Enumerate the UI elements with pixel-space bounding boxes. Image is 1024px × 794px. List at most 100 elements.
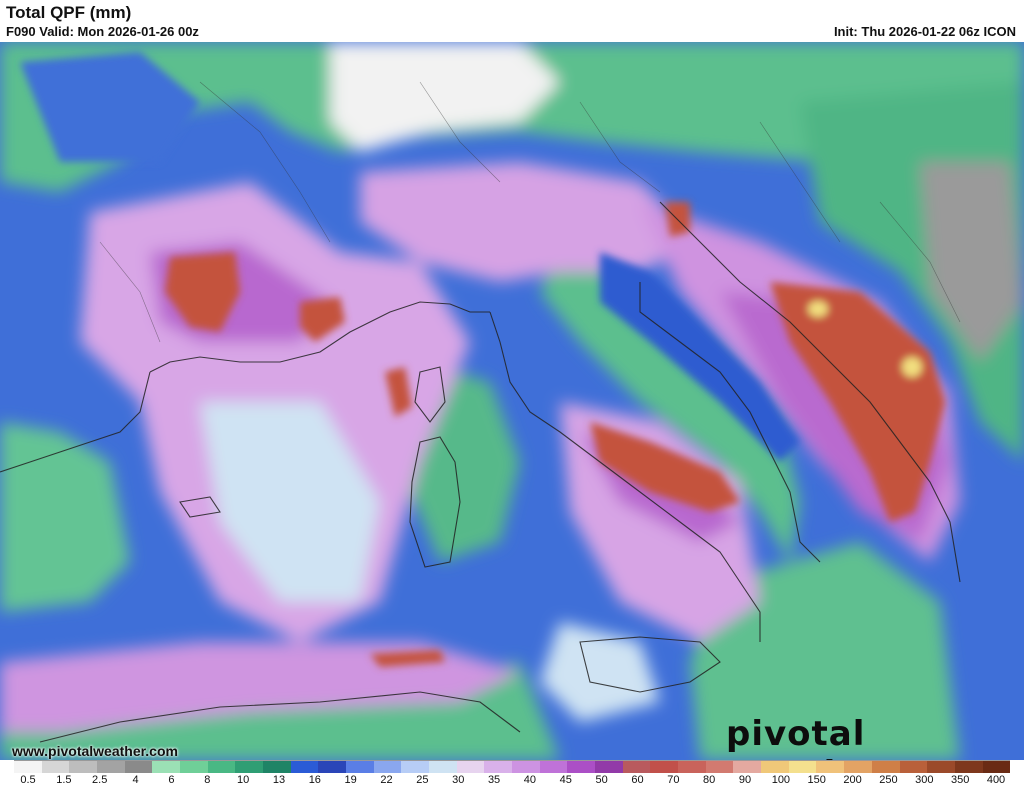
- colorbar-label: 25: [416, 774, 429, 786]
- colorbar-label: 2.5: [92, 774, 108, 786]
- colorbar-swatch: [761, 761, 789, 773]
- sicily-lightblue: [540, 622, 660, 722]
- colorbar-label: 4: [132, 774, 139, 786]
- colorbar-label: 70: [667, 774, 680, 786]
- colorbar-label: 40: [523, 774, 537, 786]
- colorbar-swatch: [152, 761, 181, 773]
- balearic-lightblue: [200, 402, 380, 602]
- colorbar-swatch: [41, 761, 70, 773]
- north-sea-blue: [20, 52, 200, 162]
- colorbar-swatch: [484, 761, 513, 773]
- colorbar-swatch: [927, 761, 955, 773]
- colorbar-swatches: [14, 760, 1011, 773]
- colorbar-label: 1.5: [56, 774, 72, 786]
- colorbar-swatch: [235, 761, 264, 773]
- colorbar-label: 45: [559, 774, 572, 786]
- coastline-balkans: [659, 201, 961, 583]
- colorbar-swatch: [429, 761, 457, 773]
- coastline-italy-east: [639, 282, 821, 563]
- coastline-spain: [0, 371, 151, 473]
- colorbar-swatch: [622, 761, 651, 773]
- north-italy-pink: [360, 162, 700, 282]
- colorbar-label: 250: [879, 774, 898, 786]
- coastline-africa: [39, 691, 521, 743]
- colorbar-swatch: [539, 761, 568, 773]
- colorbar-swatch: [69, 761, 98, 773]
- colorbar-swatch: [899, 761, 928, 773]
- campania-red: [590, 422, 740, 512]
- colorbar-swatch: [678, 761, 706, 773]
- colorbar-label: 13: [272, 774, 286, 786]
- colorbar-swatch: [373, 761, 402, 773]
- colorbar-label: 50: [595, 774, 608, 786]
- precipitation-map: [0, 42, 1024, 760]
- colorbar-swatch: [788, 761, 817, 773]
- balkan-gray: [920, 162, 1024, 362]
- colorbar-label: 0.5: [20, 774, 36, 786]
- algeria-red: [370, 650, 445, 667]
- colorbar-labels: 0.5 1.5 2.5 4 6 8 10 13 16 19 22 25 30 35 40 45 50 60 70 80…: [14, 773, 1010, 787]
- colorbar-label: 19: [344, 774, 357, 786]
- colorbar: 0.5 1.5 2.5 4 6 8 10 13 16 19 22 25 30 35 40 45 50 60 70 80…: [14, 760, 1011, 788]
- colorbar-swatch: [207, 761, 236, 773]
- provence-red: [300, 297, 345, 342]
- header: Total QPF (mm) F090 Valid: Mon 2026-01-2…: [0, 0, 1024, 42]
- colorbar-swatch: [346, 761, 374, 773]
- map-title: Total QPF (mm): [6, 3, 132, 22]
- colorbar-swatch: [456, 761, 485, 773]
- colorbar-swatch: [401, 761, 430, 773]
- colorbar-label: 16: [308, 774, 321, 786]
- colorbar-label: 90: [738, 774, 752, 786]
- colorbar-label: 200: [843, 774, 862, 786]
- colorbar-swatch: [318, 761, 347, 773]
- colorbar-swatch: [97, 761, 125, 773]
- coastline-corsica: [414, 366, 446, 423]
- init-time: Init: Thu 2026-01-22 06z ICON: [833, 24, 1016, 39]
- colorbar-swatch: [595, 761, 623, 773]
- colorbar-label: 350: [950, 774, 970, 786]
- corsica-red: [385, 367, 412, 417]
- colorbar-label: 60: [631, 774, 644, 786]
- colorbar-swatch: [705, 761, 734, 773]
- colorbar-label: 35: [487, 774, 501, 786]
- colorbar-swatch: [512, 761, 540, 773]
- border-lines: [99, 81, 961, 343]
- colorbar-swatch: [954, 761, 983, 773]
- colorbar-label: 150: [807, 774, 826, 786]
- bosnia-yellow: [808, 301, 828, 317]
- website-url: www.pivotalweather.com: [12, 743, 178, 759]
- colorbar-swatch: [290, 761, 319, 773]
- coastline-italy-west: [489, 311, 761, 642]
- colorbar-label: 10: [236, 774, 250, 786]
- alps-gray: [330, 42, 560, 152]
- colorbar-label: 30: [452, 774, 465, 786]
- france-red: [165, 252, 240, 332]
- valid-time: F090 Valid: Mon 2026-01-26 00z: [6, 24, 199, 39]
- colorbar-label: 100: [771, 774, 791, 786]
- colorbar-swatch: [816, 761, 845, 773]
- montenegro-yellow: [902, 357, 922, 377]
- colorbar-swatch: [180, 761, 208, 773]
- colorbar-swatch: [567, 761, 596, 773]
- spain-green: [0, 422, 130, 612]
- colorbar-swatch: [14, 761, 42, 773]
- coastline-mallorca: [179, 496, 221, 518]
- colorbar-swatch: [844, 761, 872, 773]
- colorbar-swatch: [124, 761, 153, 773]
- coastline-sardinia: [409, 436, 461, 568]
- colorbar-label: 8: [204, 774, 211, 786]
- italy-green: [540, 252, 800, 562]
- colorbar-label: 6: [168, 774, 175, 786]
- colorbar-swatch: [871, 761, 900, 773]
- colorbar-swatch: [982, 761, 1011, 773]
- colorbar-swatch: [733, 761, 762, 773]
- colorbar-label: 80: [703, 774, 716, 786]
- balkan-red: [770, 282, 945, 522]
- colorbar-label: 300: [915, 774, 934, 786]
- colorbar-swatch: [650, 761, 679, 773]
- coastline-france: [149, 301, 490, 373]
- colorbar-label: 22: [380, 774, 393, 786]
- coastline-sicily: [579, 636, 721, 693]
- colorbar-label: 400: [986, 774, 1006, 786]
- colorbar-swatch: [263, 761, 291, 773]
